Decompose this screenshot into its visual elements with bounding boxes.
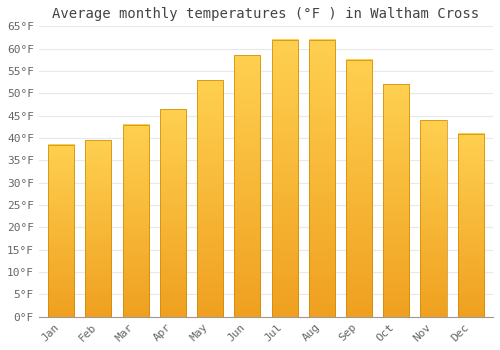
Bar: [160, 109, 186, 317]
Bar: [383, 84, 409, 317]
Bar: [346, 60, 372, 317]
Bar: [308, 40, 335, 317]
Bar: [122, 125, 148, 317]
Bar: [272, 40, 297, 317]
Bar: [48, 145, 74, 317]
Title: Average monthly temperatures (°F ) in Waltham Cross: Average monthly temperatures (°F ) in Wa…: [52, 7, 480, 21]
Bar: [86, 140, 112, 317]
Bar: [420, 120, 446, 317]
Bar: [234, 55, 260, 317]
Bar: [197, 80, 223, 317]
Bar: [458, 134, 483, 317]
